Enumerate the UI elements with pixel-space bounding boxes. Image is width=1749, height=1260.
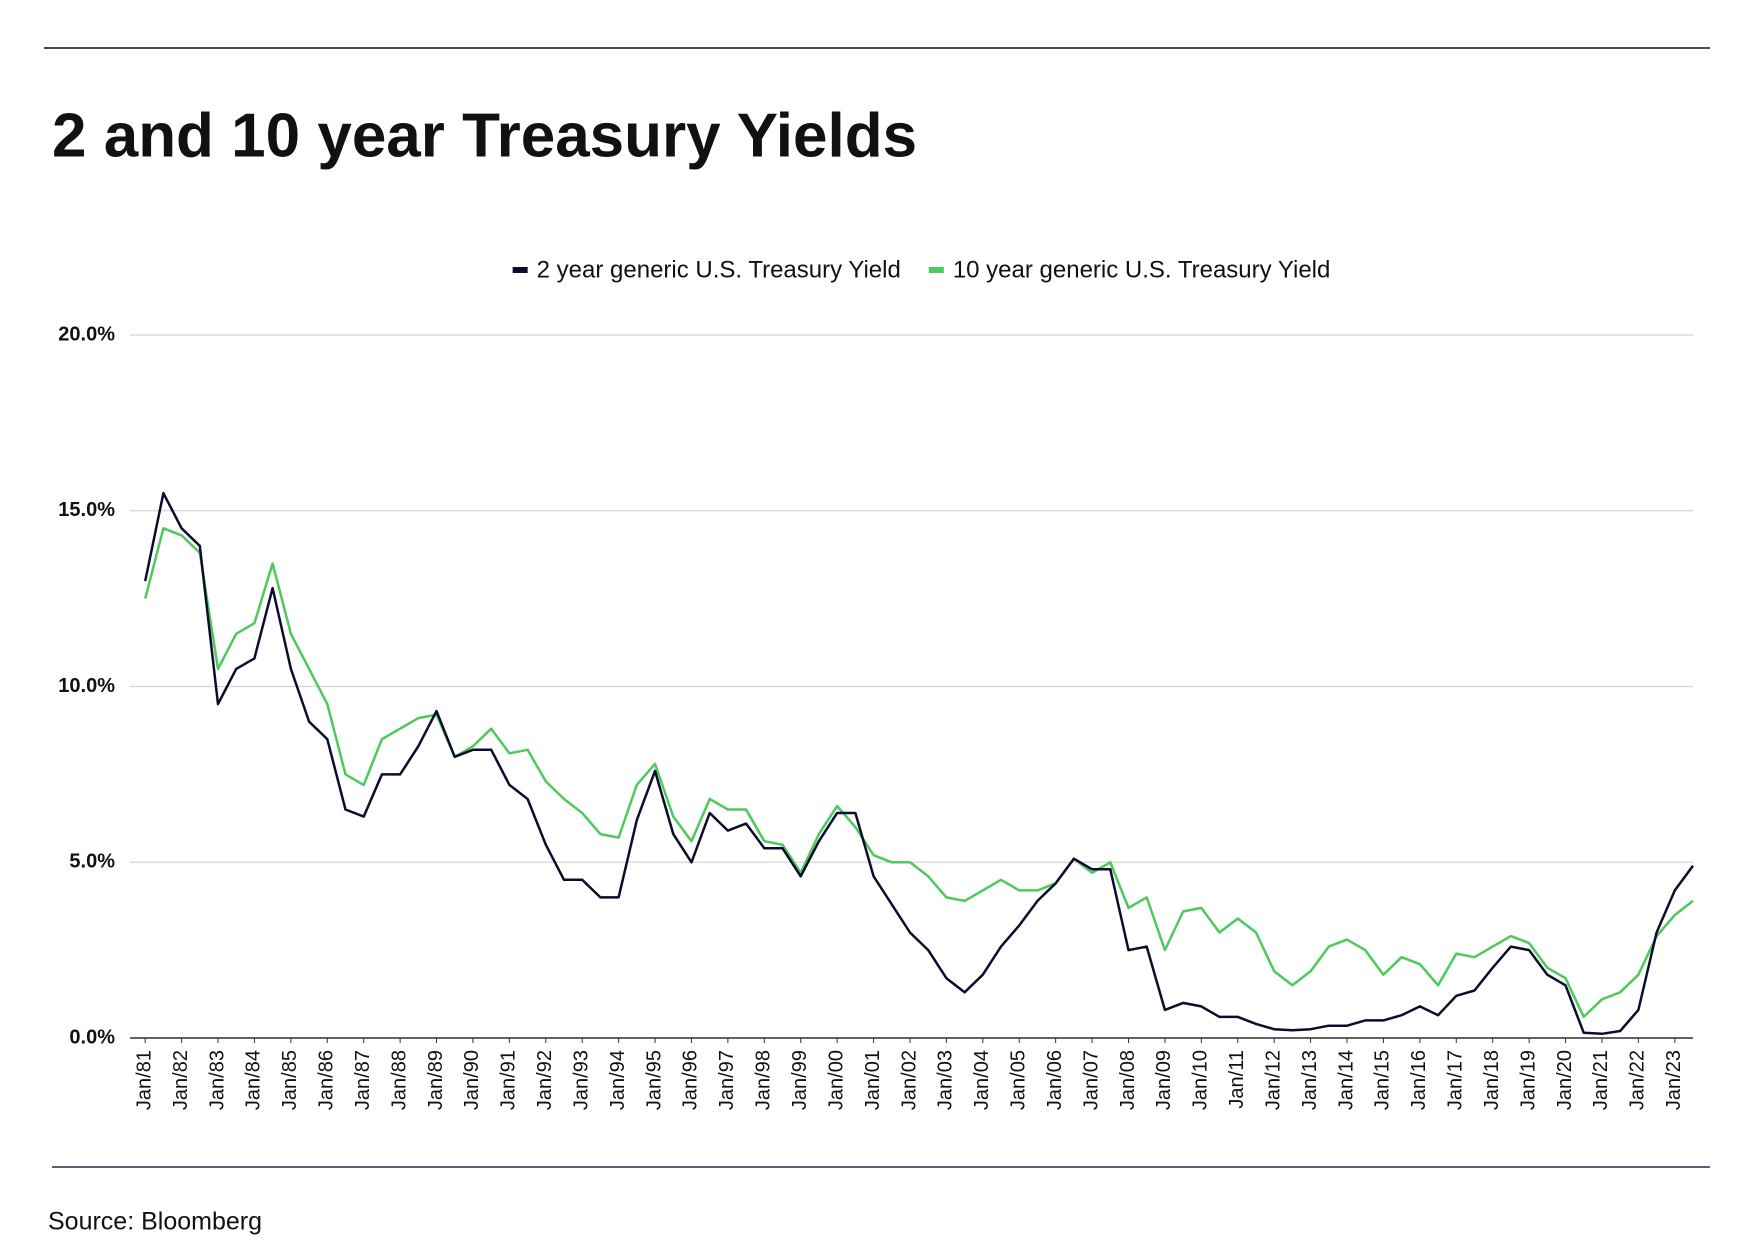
y-tick-label: 5.0% [69,851,115,873]
x-tick-label: Jan/84 [243,1050,265,1110]
x-tick-label: Jan/12 [1262,1050,1284,1110]
x-tick-label: Jan/17 [1445,1050,1467,1110]
series-line [143,491,1695,1036]
source-note: Source: Bloomberg [48,1208,262,1236]
x-tick-label: Jan/99 [789,1050,811,1110]
x-tick-label: Jan/06 [1044,1050,1066,1110]
x-tick-label: Jan/10 [1190,1050,1212,1110]
series-line [143,527,1694,1019]
x-tick-label: Jan/88 [388,1050,410,1110]
x-tick-label: Jan/01 [862,1050,884,1110]
x-tick-label: Jan/89 [425,1050,447,1110]
x-tick-label: Jan/97 [716,1050,738,1110]
x-tick-label: Jan/92 [534,1050,556,1110]
x-tick-label: Jan/02 [898,1050,920,1110]
x-tick-label: Jan/22 [1627,1050,1649,1110]
x-tick-label: Jan/94 [607,1050,629,1110]
x-tick-label: Jan/08 [1117,1050,1139,1110]
x-tick-label: Jan/13 [1299,1050,1321,1110]
y-tick-label: 0.0% [69,1026,115,1048]
x-tick-label: Jan/90 [461,1050,483,1110]
x-tick-label: Jan/20 [1554,1050,1576,1110]
x-tick-label: Jan/83 [206,1050,228,1110]
legend-swatch [512,267,528,273]
y-tick-label: 10.0% [58,675,115,697]
x-tick-label: Jan/91 [498,1050,520,1110]
x-tick-label: Jan/00 [825,1050,847,1110]
x-tick-label: Jan/95 [643,1050,665,1110]
x-tick-label: Jan/87 [352,1050,374,1110]
x-tick-label: Jan/15 [1372,1050,1394,1110]
x-tick-label: Jan/98 [753,1050,775,1110]
x-tick-label: Jan/85 [279,1050,301,1110]
legend-label: 10 year generic U.S. Treasury Yield [953,256,1331,283]
x-tick-label: Jan/03 [935,1050,957,1110]
legend-swatch [928,267,944,273]
y-tick-label: 15.0% [58,499,115,521]
x-tick-label: Jan/05 [1008,1050,1030,1110]
x-tick-label: Jan/21 [1590,1050,1612,1110]
x-tick-label: Jan/04 [971,1050,993,1110]
x-tick-label: Jan/82 [170,1050,192,1110]
x-tick-label: Jan/09 [1153,1050,1175,1110]
x-tick-label: Jan/14 [1335,1050,1357,1110]
legend-label: 2 year generic U.S. Treasury Yield [537,256,901,283]
chart-title: 2 and 10 year Treasury Yields [52,101,917,170]
x-tick-label: Jan/93 [570,1050,592,1110]
x-tick-label: Jan/23 [1663,1050,1685,1110]
x-tick-label: Jan/81 [133,1050,155,1110]
x-tick-label: Jan/11 [1226,1050,1248,1109]
x-tick-label: Jan/96 [680,1050,702,1110]
legend: 2 year generic U.S. Treasury Yield 10 yea… [512,256,1331,283]
x-tick-label: Jan/16 [1408,1050,1430,1110]
x-tick-label: Jan/19 [1517,1050,1539,1110]
x-tick-label: Jan/07 [1080,1050,1102,1110]
x-tick-label: Jan/18 [1481,1050,1503,1110]
y-tick-label: 20.0% [58,323,115,345]
x-tick-label: Jan/86 [316,1050,338,1110]
